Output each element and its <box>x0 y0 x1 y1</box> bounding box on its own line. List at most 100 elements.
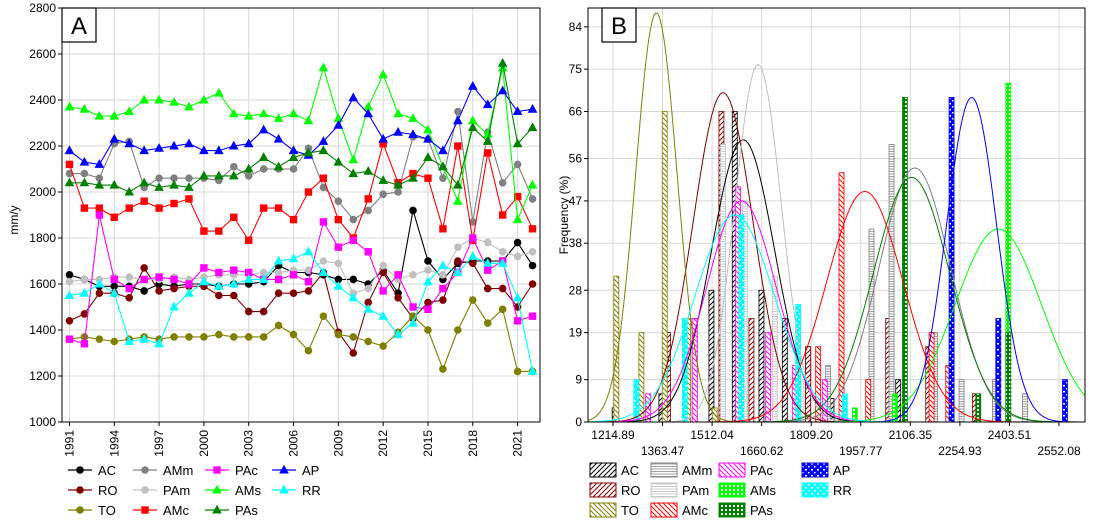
panel-a-x-tick-label: 2018 <box>466 430 480 457</box>
panel-b-bar-pac <box>765 332 772 423</box>
panel-a-data-point-rr <box>527 366 538 375</box>
panel-b-legend-item-rr: RR <box>801 482 852 498</box>
panel-b-letter: B <box>611 13 627 40</box>
panel-a-data-point-amm <box>185 174 193 182</box>
panel-b-legend-item-amm: AMm <box>650 462 712 478</box>
panel-a-legend-label: PAm <box>163 483 190 498</box>
panel-a-data-point-amc <box>215 227 223 235</box>
panel-a-series-pas <box>64 57 538 196</box>
panel-a-data-point-ap <box>169 140 179 150</box>
panel-a-data-point-rr <box>243 274 254 283</box>
panel-b-y-tick-label: 84 <box>569 20 583 34</box>
panel-b-y-axis-label: Frequency (%) <box>557 176 571 255</box>
panel-a-data-point-pas <box>408 172 418 182</box>
panel-a-data-point-amm <box>80 169 89 178</box>
panel-a-data-point-rr <box>124 336 135 345</box>
panel-a-data-point-rr <box>497 258 508 267</box>
panel-a-data-point-pac <box>155 273 163 281</box>
panel-a-data-point-pac <box>200 264 208 272</box>
panel-a-data-point-ro <box>394 294 402 302</box>
panel-a-data-point-amc <box>110 213 118 222</box>
panel-a-data-point-pas <box>348 168 359 178</box>
panel-a-data-point-amm <box>155 174 163 182</box>
panel-a-x-tick-label: 2021 <box>511 430 525 457</box>
panel-a-data-point-rr <box>423 276 433 286</box>
panel-b-legend-label: AMs <box>750 483 777 498</box>
panel-a-data-point-ap <box>482 99 493 109</box>
panel-a-legend-item-pac: PAc <box>205 463 258 478</box>
panel-a-data-point-ro <box>155 287 163 295</box>
panel-b-frame <box>587 7 1086 423</box>
panel-a-data-point-ams <box>408 113 418 122</box>
panel-a-data-point-ac <box>65 271 74 279</box>
panel-a-data-point-pas <box>497 57 508 67</box>
panel-a-data-point-ams <box>378 69 389 79</box>
panel-a-data-point-to <box>110 337 119 346</box>
panel-a-data-point-pam <box>454 243 462 251</box>
panel-a-letter-box <box>61 7 97 43</box>
panel-a-legend-item-ro: RO <box>68 483 118 498</box>
panel-a-data-point-pam <box>424 266 432 275</box>
panel-a-data-point-ap <box>154 143 164 152</box>
panel-a-data-point-ams <box>497 62 508 72</box>
panel-a-x-tick-label: 1997 <box>152 430 166 457</box>
panel-a-legend-item-amc: AMc <box>133 503 190 518</box>
panel-a-data-point-pac <box>513 317 522 325</box>
panel-a-data-point-pas <box>467 122 478 132</box>
panel-a-data-point-to <box>215 330 223 339</box>
panel-a-legend-label: AP <box>302 463 319 478</box>
panel-a-data-point-rr <box>154 338 164 348</box>
panel-a-data-point-pas <box>79 177 90 187</box>
panel-a-data-point-pas <box>363 166 374 175</box>
panel-a-data-point-pam <box>379 261 387 270</box>
panel-a-data-point-amm <box>454 107 462 116</box>
panel-a-data-point-rr <box>467 251 478 260</box>
panel-b-bar-ac <box>708 289 715 423</box>
panel-a-data-point-pas <box>423 152 433 161</box>
panel-a-data-point-rr <box>333 281 344 290</box>
panel-a-data-point-ap <box>64 145 75 155</box>
panel-a-data-point-pac <box>319 218 328 226</box>
panel-b-legend-swatch <box>589 462 617 478</box>
panel-b-bar-ap <box>1062 379 1068 423</box>
panel-a-data-point-to <box>229 333 238 341</box>
panel-a-data-point-ro <box>498 284 507 293</box>
panel-b-bar-ro <box>748 318 755 423</box>
panel-b-legend-label: PAs <box>750 503 773 518</box>
panel-a-data-point-ac <box>349 275 358 284</box>
panel-a-data-point-ams <box>258 108 269 118</box>
panel-a-data-point-pac <box>185 280 193 288</box>
panel-b-legend-label: PAm <box>682 483 709 498</box>
panel-b-letter-box <box>601 7 637 43</box>
panel-b-legend-label: RR <box>833 483 852 498</box>
panel-a-data-point-pas <box>333 156 344 166</box>
panel-b-x-tick-label: 2106.35 <box>889 428 933 442</box>
panel-a-x-tick-label: 2003 <box>242 430 256 457</box>
panel-a-y-tick-label: 1000 <box>29 415 56 429</box>
panel-a-y-tick-label: 2000 <box>29 185 56 199</box>
panel-a-data-point-pac <box>140 275 148 284</box>
panel-b-y-tick-label: 38 <box>569 236 583 250</box>
panel-a-data-point-pam <box>65 277 74 286</box>
panel-a-data-point-pas <box>154 182 164 191</box>
panel-a-data-point-rr <box>363 304 374 313</box>
panel-a-data-point-pas <box>258 152 269 161</box>
panel-a-data-point-to <box>454 326 462 334</box>
panel-a-y-tick-label: 1600 <box>29 277 56 291</box>
panel-a-legend-swatch-marker <box>76 466 84 474</box>
panel-a-data-point-to <box>379 342 387 350</box>
panel-a-data-point-pam <box>80 275 89 284</box>
panel-b-bar-rr <box>738 214 745 423</box>
panel-a-data-point-rr <box>512 292 523 302</box>
panel-a-data-point-pas <box>243 163 254 173</box>
panel-a-data-point-ro <box>125 294 134 302</box>
panel-a-legend-swatch-marker <box>213 466 221 474</box>
panel-a-data-point-ro <box>259 307 268 316</box>
panel-a-data-point-pac <box>65 335 74 343</box>
panel-a-data-point-to <box>95 335 104 344</box>
panel-b-legend-swatch <box>718 482 746 498</box>
panel-a-data-point-amc <box>95 204 104 212</box>
panel-a-data-point-amc <box>364 195 372 203</box>
panel-a-data-point-ap <box>109 133 120 143</box>
panel-a-data-point-pac <box>125 284 133 293</box>
